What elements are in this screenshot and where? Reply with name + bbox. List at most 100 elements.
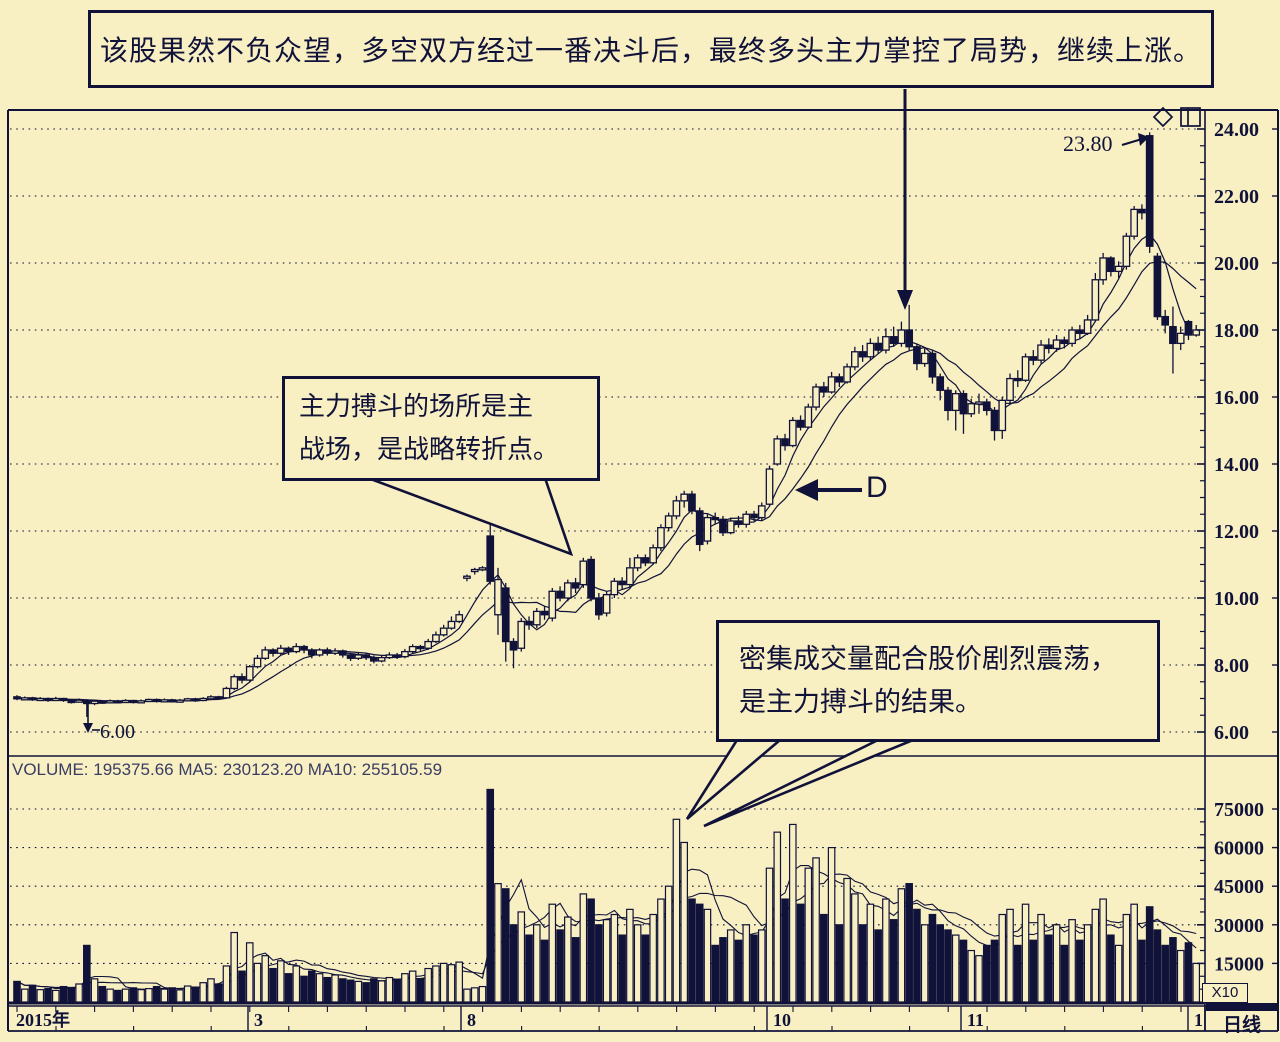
- candle: [416, 645, 425, 650]
- candle: [230, 676, 239, 690]
- volume-bar: [114, 989, 122, 1003]
- candle: [866, 342, 875, 358]
- volume-bar: [680, 841, 688, 1003]
- volume-bar: [843, 877, 851, 1003]
- candle: [284, 647, 293, 653]
- low-price-label: 6.00: [100, 721, 135, 743]
- volume-bar: [362, 982, 370, 1003]
- candle: [1130, 208, 1139, 237]
- volume-bar: [796, 903, 805, 1003]
- candle: [858, 351, 867, 358]
- volume-bar: [1153, 929, 1162, 1003]
- candle: [633, 557, 642, 569]
- volume-bar: [951, 934, 960, 1003]
- candle: [540, 610, 549, 616]
- volume-bar: [51, 989, 60, 1003]
- volume-bar: [571, 937, 580, 1003]
- candle: [657, 527, 665, 549]
- candle: [51, 697, 60, 702]
- peak-price-label: 23.80: [1063, 131, 1113, 156]
- candle: [106, 700, 114, 704]
- candle: [315, 649, 324, 656]
- volume-bar: [354, 980, 363, 1003]
- chart-frame: [7, 109, 1279, 1032]
- volume-bar: [975, 955, 983, 1003]
- volume-bar: [152, 985, 161, 1003]
- candle: [207, 696, 215, 700]
- gridlines: [10, 128, 1203, 964]
- candle: [711, 516, 720, 521]
- volume-bar: [641, 934, 650, 1003]
- svg-text:1: 1: [1194, 1010, 1203, 1030]
- volume-bar: [98, 985, 107, 1003]
- volume-bar: [222, 965, 231, 1003]
- candle: [1006, 377, 1014, 402]
- candle: [292, 645, 301, 653]
- candle: [626, 567, 634, 586]
- candle: [889, 336, 898, 345]
- candle: [1192, 329, 1201, 336]
- volume-bar: [160, 988, 169, 1003]
- volume-bar: [920, 924, 929, 1003]
- candle: [602, 594, 611, 614]
- volume-bar: [385, 976, 394, 1003]
- volume-bar: [191, 986, 200, 1003]
- volume-bar: [346, 979, 355, 1003]
- period-selector-daily[interactable]: 日线: [1222, 1015, 1261, 1036]
- volume-bar: [253, 962, 262, 1003]
- candle: [331, 650, 339, 654]
- candle: [1122, 235, 1131, 267]
- scrollbar-thumb[interactable]: [1206, 1003, 1277, 1011]
- candle: [517, 620, 526, 649]
- candle: [882, 336, 890, 351]
- candle: [377, 656, 386, 662]
- candle: [548, 590, 557, 619]
- volume-bar: [276, 960, 285, 1003]
- svg-text:3: 3: [254, 1010, 263, 1030]
- volume-bar: [478, 985, 487, 1003]
- candle: [176, 699, 184, 703]
- volume-bar: [1122, 913, 1131, 1003]
- candle: [680, 493, 689, 502]
- diamond-icon[interactable]: [1152, 106, 1174, 128]
- window-restore-icon[interactable]: [1180, 107, 1201, 127]
- volume-bar: [300, 975, 308, 1003]
- candle: [455, 614, 464, 623]
- volume-bar: [1192, 962, 1201, 1003]
- callout2-line1: 密集成交量配合股价剧烈震荡，: [739, 643, 1117, 674]
- volume-bar: [424, 967, 432, 1003]
- candle: [222, 687, 231, 699]
- volume-bar: [292, 965, 301, 1003]
- candle: [470, 568, 479, 573]
- candle: [447, 620, 456, 629]
- volume-bar: [432, 965, 440, 1003]
- volume-bar: [998, 913, 1007, 1003]
- volume-bar: [827, 846, 836, 1003]
- candle: [44, 697, 52, 702]
- candle: [463, 575, 471, 579]
- volume-bar: [269, 967, 277, 1003]
- candle: [804, 406, 813, 428]
- volume-bar: [719, 937, 727, 1003]
- volume-bar: [602, 919, 611, 1003]
- candle: [424, 640, 433, 649]
- volume-bar: [695, 903, 704, 1003]
- candle: [338, 650, 347, 656]
- candle: [928, 352, 937, 378]
- volume-bar: [67, 987, 76, 1003]
- callout1-line2: 战场，是战略转折点。: [299, 434, 560, 464]
- candle: [827, 376, 836, 393]
- svg-text:10.00: 10.00: [1214, 588, 1259, 610]
- candle: [1138, 208, 1146, 214]
- candle: [1021, 356, 1030, 381]
- volume-bar: [936, 924, 945, 1003]
- volume-indicator-readout: VOLUME: 195375.66 MA5: 230123.20 MA10: 2…: [12, 760, 443, 779]
- candle: [276, 647, 285, 654]
- candle: [152, 698, 161, 703]
- volume-bar: [129, 987, 138, 1003]
- volume-bar: [486, 788, 495, 1003]
- volume-bar: [455, 961, 464, 1003]
- candle: [781, 438, 789, 447]
- volume-bar: [788, 823, 797, 1003]
